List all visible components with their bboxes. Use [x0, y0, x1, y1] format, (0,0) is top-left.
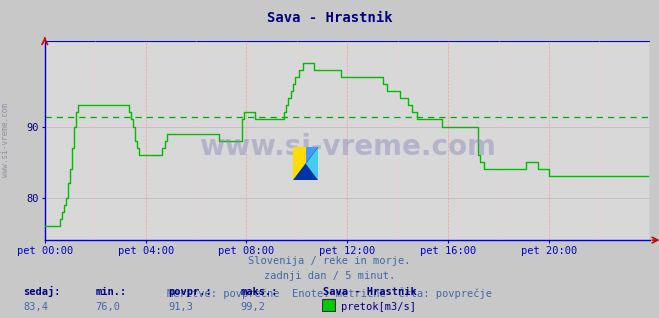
- Text: Sava - Hrastnik: Sava - Hrastnik: [267, 11, 392, 25]
- Text: Slovenija / reke in morje.: Slovenija / reke in morje.: [248, 256, 411, 266]
- Text: min.:: min.:: [96, 287, 127, 297]
- Text: www.si-vreme.com: www.si-vreme.com: [1, 103, 10, 177]
- Text: 91,3: 91,3: [168, 302, 193, 312]
- Text: Sava - Hrastnik: Sava - Hrastnik: [323, 287, 416, 297]
- Text: zadnji dan / 5 minut.: zadnji dan / 5 minut.: [264, 271, 395, 281]
- Text: 99,2: 99,2: [241, 302, 266, 312]
- Polygon shape: [306, 147, 318, 181]
- Text: pretok[m3/s]: pretok[m3/s]: [341, 302, 416, 312]
- Text: sedaj:: sedaj:: [23, 286, 61, 297]
- Text: povpr.:: povpr.:: [168, 287, 212, 297]
- Text: 83,4: 83,4: [23, 302, 48, 312]
- Text: maks.:: maks.:: [241, 287, 278, 297]
- Bar: [306, 147, 318, 181]
- FancyBboxPatch shape: [322, 299, 335, 311]
- Text: www.si-vreme.com: www.si-vreme.com: [199, 133, 496, 161]
- Polygon shape: [293, 147, 318, 181]
- Text: Meritve: povprečne  Enote: metrične  Črta: povprečje: Meritve: povprečne Enote: metrične Črta:…: [167, 287, 492, 299]
- Text: 76,0: 76,0: [96, 302, 121, 312]
- Bar: [293, 147, 306, 181]
